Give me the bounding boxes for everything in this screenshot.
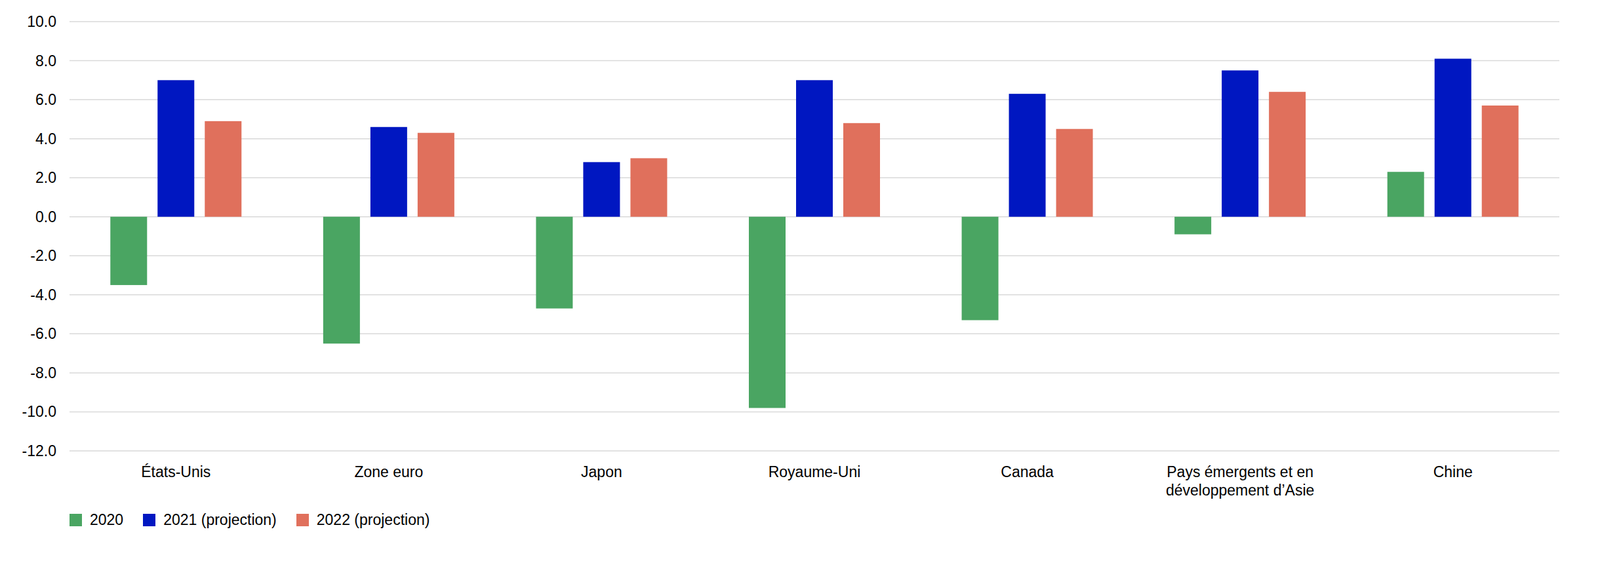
y-tick-label: 6.0 bbox=[3, 90, 57, 109]
bar bbox=[1434, 59, 1472, 218]
legend: 2020 2021 (projection) 2022 (projection) bbox=[69, 511, 450, 530]
y-tick-label: -6.0 bbox=[3, 324, 57, 343]
legend-label: 2022 (projection) bbox=[316, 511, 431, 530]
bar bbox=[1481, 105, 1519, 218]
category-label: Pays émergents et en développement d’Asi… bbox=[1148, 462, 1332, 500]
bar bbox=[110, 217, 147, 286]
y-tick-label: -8.0 bbox=[3, 363, 57, 383]
bar bbox=[1387, 171, 1425, 217]
bar bbox=[1009, 93, 1046, 218]
legend-label: 2021 (projection) bbox=[163, 511, 277, 530]
y-tick-label: 0.0 bbox=[3, 207, 57, 227]
y-tick-label: -10.0 bbox=[3, 402, 57, 421]
bar bbox=[1221, 70, 1259, 217]
y-tick-label: -2.0 bbox=[3, 246, 57, 265]
category-label: Chine bbox=[1361, 462, 1545, 482]
legend-swatch bbox=[69, 514, 82, 527]
legend-item: 2020 bbox=[69, 511, 124, 530]
category-label: Canada bbox=[935, 462, 1120, 482]
grid-line bbox=[69, 333, 1560, 336]
legend-item: 2022 (projection) bbox=[296, 511, 431, 530]
bar bbox=[157, 80, 195, 217]
y-tick-label: 10.0 bbox=[3, 12, 57, 31]
grid-line bbox=[69, 450, 1560, 452]
bar bbox=[204, 121, 242, 218]
legend-label: 2020 bbox=[89, 511, 124, 530]
y-tick-label: 8.0 bbox=[3, 51, 57, 71]
bars bbox=[110, 59, 1519, 409]
y-tick-label: -12.0 bbox=[3, 441, 57, 461]
category-label: Royaume-Uni bbox=[722, 462, 907, 482]
bar bbox=[748, 217, 786, 409]
grid-line bbox=[69, 60, 1560, 62]
bar bbox=[796, 80, 833, 217]
bar bbox=[417, 133, 455, 218]
y-tick-label: 4.0 bbox=[3, 129, 57, 149]
bar bbox=[843, 123, 880, 218]
grid-line bbox=[69, 372, 1560, 374]
grid-line bbox=[69, 294, 1560, 296]
legend-swatch bbox=[142, 514, 156, 527]
bar bbox=[1268, 91, 1306, 218]
bar bbox=[1174, 217, 1212, 235]
category-label: Zone euro bbox=[297, 462, 481, 482]
y-tick-label: 2.0 bbox=[3, 168, 57, 187]
grid-line bbox=[69, 20, 1560, 23]
legend-swatch bbox=[296, 514, 309, 527]
bar bbox=[535, 217, 573, 309]
category-label: Japon bbox=[509, 462, 694, 482]
bar bbox=[370, 127, 408, 218]
bar bbox=[630, 158, 667, 217]
grid-line bbox=[69, 411, 1560, 414]
bar bbox=[961, 217, 999, 321]
bar bbox=[323, 217, 360, 345]
legend-item: 2021 (projection) bbox=[142, 511, 277, 530]
y-tick-label: -4.0 bbox=[3, 285, 57, 305]
grid bbox=[69, 21, 1560, 452]
category-label: États-Unis bbox=[83, 462, 268, 482]
grid-line bbox=[69, 255, 1560, 258]
bar bbox=[1056, 129, 1094, 218]
bar bbox=[582, 161, 620, 217]
